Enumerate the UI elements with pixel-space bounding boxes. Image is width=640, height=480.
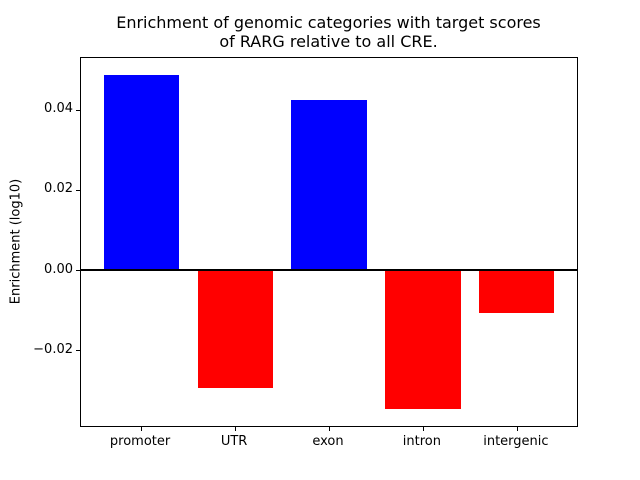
bar-exon — [291, 100, 367, 271]
y-tick-label: 0.00 — [44, 261, 73, 277]
x-tick-label-UTR: UTR — [220, 434, 248, 449]
x-tick-label-promoter: promoter — [109, 434, 171, 449]
x-tick-mark — [141, 427, 143, 431]
bar-intron — [385, 270, 461, 410]
bar-promoter — [103, 74, 179, 270]
plot-area — [76, 57, 578, 431]
x-tick-mark — [235, 427, 237, 431]
x-tick-mark — [422, 427, 424, 431]
y-tick-mark — [76, 270, 80, 272]
y-tick-mark — [76, 109, 80, 111]
y-tick-label: −0.02 — [33, 341, 73, 357]
y-tick-mark — [76, 189, 80, 191]
x-tick-mark — [329, 427, 330, 431]
bar-intergenic — [479, 270, 555, 314]
chart-title: Enrichment of genomic categories with ta… — [116, 13, 541, 51]
y-tick-mark — [76, 350, 80, 352]
x-tick-label-intergenic: intergenic — [483, 434, 549, 449]
zero-line — [81, 269, 577, 272]
x-tick-label-intron: intron — [402, 434, 441, 449]
bar-UTR — [197, 270, 273, 388]
x-tick-label-exon: exon — [312, 434, 344, 449]
y-tick-label: 0.04 — [44, 101, 73, 117]
y-tick-label: 0.02 — [44, 181, 73, 197]
x-tick-mark — [516, 427, 518, 431]
